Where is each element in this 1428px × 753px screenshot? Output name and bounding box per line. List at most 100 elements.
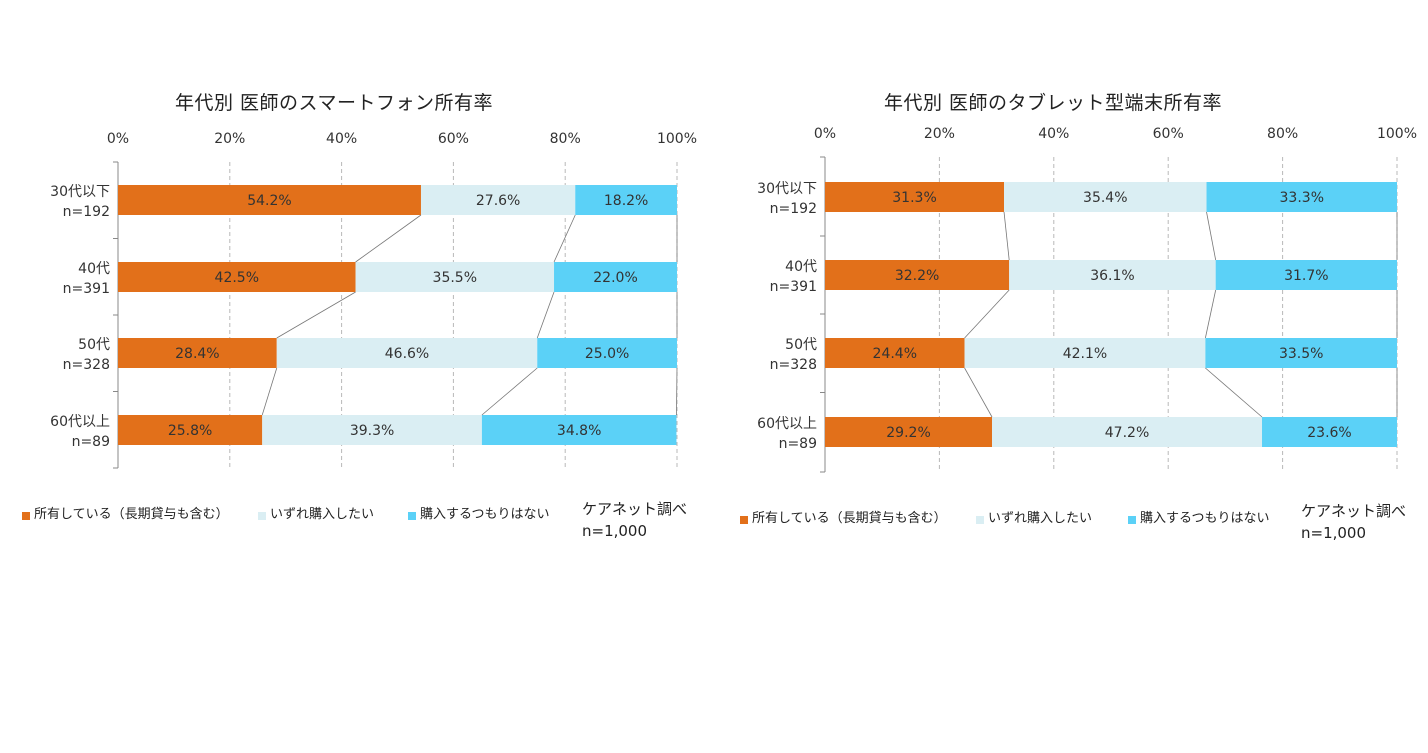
data-label: 28.4% xyxy=(175,346,219,362)
bar-segment xyxy=(262,415,482,445)
data-label: 34.8% xyxy=(557,423,601,439)
legend-label: いずれ購入したい xyxy=(270,507,375,522)
x-tick-label: 60% xyxy=(1153,126,1184,142)
legend-label: 所有している（長期貸与も含む） xyxy=(752,511,947,526)
category-label: 50代 xyxy=(785,337,817,353)
series-connector-line xyxy=(355,214,422,263)
data-label: 18.2% xyxy=(604,193,648,209)
bar-segment xyxy=(420,185,576,215)
legend-swatch-no-plan xyxy=(1128,515,1136,524)
series-connector-line xyxy=(536,291,555,339)
data-label: 42.5% xyxy=(215,270,259,286)
legend-item-no-plan: 購入するつもりはない xyxy=(408,503,549,522)
data-label: 46.6% xyxy=(385,346,429,362)
bar-segment xyxy=(1215,260,1397,290)
source-note: ケアネット調べ n=1,000 xyxy=(1301,500,1406,544)
x-tick-label: 20% xyxy=(214,131,245,147)
tablet-plot: 0% 20% 40% 60% 80% 100% 31.3% 35.4% 33.3% 30代以下 n=… xyxy=(757,126,1417,473)
x-tick-label: 0% xyxy=(107,131,129,147)
bar-segment xyxy=(1009,260,1216,290)
bar-segment xyxy=(964,338,1206,368)
x-tick-label: 20% xyxy=(924,126,955,142)
data-label: 33.5% xyxy=(1279,346,1323,362)
legend-label: 購入するつもりはない xyxy=(1140,511,1270,526)
category-label: 30代以下 xyxy=(50,184,110,200)
category-sample-size: n=89 xyxy=(779,436,817,452)
data-label: 47.2% xyxy=(1105,425,1149,441)
bar-segment xyxy=(825,260,1010,290)
x-tick-label: 0% xyxy=(814,126,836,142)
bar-segment xyxy=(118,338,277,368)
series-connector-line xyxy=(676,367,678,416)
legend-swatch-owned xyxy=(22,511,30,520)
x-tick-label: 100% xyxy=(1377,126,1417,142)
data-label: 42.1% xyxy=(1063,346,1107,362)
legend-swatch-no-plan xyxy=(408,511,416,520)
legend-swatch-want xyxy=(976,515,984,524)
category-label: 40代 xyxy=(78,261,110,277)
source-text: ケアネット調べ xyxy=(1301,502,1407,520)
bar-segment xyxy=(537,338,677,368)
source-note: ケアネット調べ n=1,000 xyxy=(582,498,687,542)
category-sample-size: n=391 xyxy=(63,281,110,297)
legend-item-want: いずれ購入したい xyxy=(258,503,374,522)
bar-segment xyxy=(825,338,965,368)
data-label: 35.4% xyxy=(1083,190,1127,206)
chart-title: 年代別 医師のタブレット型端末所有率 xyxy=(884,92,1223,114)
data-label: 32.2% xyxy=(895,268,939,284)
data-label: 33.3% xyxy=(1280,190,1324,206)
tablet-chart: 年代別 医師のタブレット型端末所有率 0% 20% 40% 60% 80% 100% 31.… xyxy=(714,0,1428,600)
data-label: 29.2% xyxy=(886,425,930,441)
x-tick-label: 80% xyxy=(1267,126,1298,142)
data-label: 27.6% xyxy=(476,193,520,209)
smartphone-chart: 年代別 医師のスマートフォン所有率 0% 20% 40% 60% 80% 100% 54.2… xyxy=(0,0,714,600)
series-connector-line xyxy=(261,367,278,416)
category-sample-size: n=89 xyxy=(72,434,110,450)
data-label: 31.7% xyxy=(1284,268,1328,284)
legend-label: 購入するつもりはない xyxy=(420,507,550,522)
category-sample-size: n=192 xyxy=(63,204,110,220)
bar-segment xyxy=(481,415,677,445)
bar-segment xyxy=(118,262,356,292)
data-label: 39.3% xyxy=(350,423,394,439)
series-connector-line xyxy=(481,367,538,416)
category-sample-size: n=192 xyxy=(770,201,817,217)
bar-segment xyxy=(825,182,1005,212)
legend-item-owned: 所有している（長期貸与も含む） xyxy=(22,503,229,522)
bar-segment xyxy=(992,417,1263,447)
bar-segment xyxy=(1004,182,1207,212)
data-label: 25.0% xyxy=(585,346,629,362)
x-tick-label: 100% xyxy=(657,131,697,147)
data-label: 54.2% xyxy=(247,193,291,209)
x-tick-label: 60% xyxy=(438,131,469,147)
legend-item-want: いずれ購入したい xyxy=(976,507,1092,526)
series-connector-line xyxy=(1206,211,1217,261)
bar-segment xyxy=(1205,338,1397,368)
bar-segment xyxy=(276,338,538,368)
category-sample-size: n=328 xyxy=(770,357,817,373)
chart-title: 年代別 医師のスマートフォン所有率 xyxy=(175,92,493,114)
data-label: 23.6% xyxy=(1307,425,1351,441)
smartphone-plot: 0% 20% 40% 60% 80% 100% 54.2% 27.6% 18.2% 30代以下 n=… xyxy=(50,131,697,469)
category-label: 60代以上 xyxy=(757,416,817,432)
data-label: 22.0% xyxy=(593,270,637,286)
sample-size: n=1,000 xyxy=(1301,524,1367,542)
series-connector-line xyxy=(1003,211,1010,261)
x-tick-label: 40% xyxy=(326,131,357,147)
bar-segment xyxy=(825,417,993,447)
bar-segment xyxy=(355,262,555,292)
legend-label: いずれ購入したい xyxy=(988,511,1093,526)
data-label: 35.5% xyxy=(433,270,477,286)
category-label: 40代 xyxy=(785,259,817,275)
data-label: 31.3% xyxy=(892,190,936,206)
legend-swatch-owned xyxy=(740,515,748,524)
category-label: 50代 xyxy=(78,337,110,353)
bar-segment xyxy=(1206,182,1397,212)
legend-item-owned: 所有している（長期貸与も含む） xyxy=(740,507,947,526)
category-label: 30代以下 xyxy=(757,181,817,197)
bar-segment xyxy=(118,185,421,215)
legend-label: 所有している（長期貸与も含む） xyxy=(34,507,229,522)
bar-segment xyxy=(575,185,677,215)
x-tick-label: 40% xyxy=(1038,126,1069,142)
bar-segment xyxy=(554,262,677,292)
